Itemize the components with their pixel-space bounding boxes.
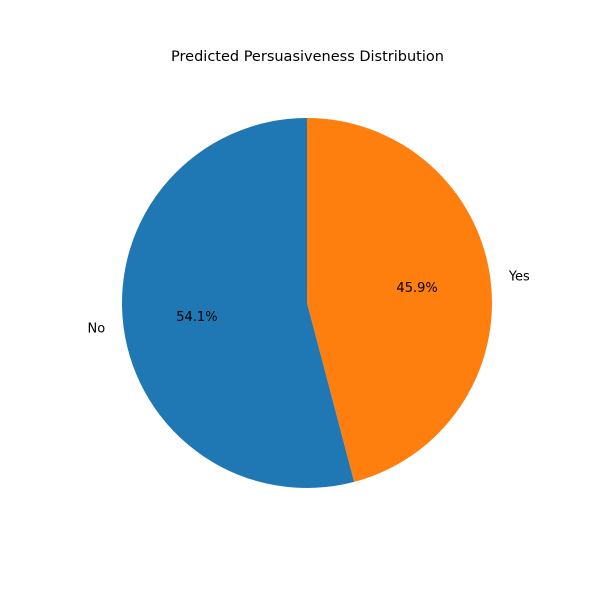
pie-category-label-no: No: [87, 322, 105, 337]
pie-pct-label-yes: 45.9%: [396, 281, 437, 296]
pie-slice-yes: [307, 118, 492, 482]
pie-slice-no: [121, 118, 355, 489]
pie-category-label-yes: Yes: [508, 269, 530, 284]
chart-title: Predicted Persuasiveness Distribution: [171, 49, 444, 65]
pie-labels: 45.9% Yes 54.1% No: [87, 269, 530, 336]
pie-pct-label-no: 54.1%: [176, 310, 217, 325]
pie-slices: [121, 118, 492, 489]
